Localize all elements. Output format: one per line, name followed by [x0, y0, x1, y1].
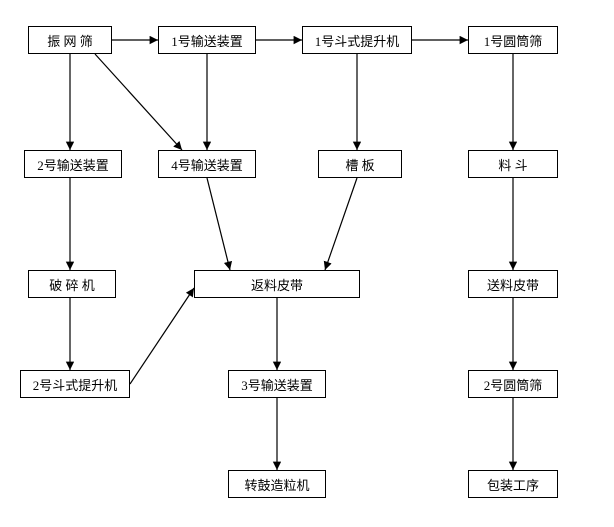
node-label: 1号斗式提升机 [315, 31, 400, 50]
node-label: 破 碎 机 [49, 275, 95, 294]
node-label: 1号输送装置 [171, 31, 243, 50]
edges-layer [0, 0, 614, 527]
node-label: 槽 板 [345, 155, 374, 174]
node-label: 返料皮带 [251, 275, 303, 294]
flowchart-edge [325, 178, 357, 270]
node-label: 2号圆筒筛 [484, 375, 543, 394]
node-label: 振 网 筛 [47, 31, 93, 50]
flowchart-node: 2号斗式提升机 [20, 370, 130, 398]
flowchart-node: 2号输送装置 [24, 150, 122, 178]
flowchart-node: 2号圆筒筛 [468, 370, 558, 398]
flowchart-node: 料 斗 [468, 150, 558, 178]
flowchart-node: 1号输送装置 [158, 26, 256, 54]
node-label: 2号斗式提升机 [33, 375, 118, 394]
node-label: 2号输送装置 [37, 155, 109, 174]
flowchart-canvas: 振 网 筛 1号输送装置 1号斗式提升机 1号圆筒筛 2号输送装置 4号输送装置 槽 板 料 … [0, 0, 614, 527]
node-label: 送料皮带 [487, 275, 539, 294]
flowchart-node: 转鼓造粒机 [228, 470, 326, 498]
flowchart-node: 包装工序 [468, 470, 558, 498]
flowchart-node: 4号输送装置 [158, 150, 256, 178]
node-label: 1号圆筒筛 [484, 31, 543, 50]
flowchart-edge [207, 178, 230, 270]
node-label: 料 斗 [498, 155, 527, 174]
flowchart-node: 破 碎 机 [28, 270, 116, 298]
flowchart-node: 1号斗式提升机 [302, 26, 412, 54]
flowchart-node: 振 网 筛 [28, 26, 112, 54]
flowchart-edge [130, 288, 194, 384]
flowchart-node: 3号输送装置 [228, 370, 326, 398]
node-label: 3号输送装置 [241, 375, 313, 394]
flowchart-node: 送料皮带 [468, 270, 558, 298]
flowchart-node: 返料皮带 [194, 270, 360, 298]
node-label: 转鼓造粒机 [244, 475, 309, 494]
flowchart-node: 1号圆筒筛 [468, 26, 558, 54]
flowchart-edge [95, 54, 182, 150]
flowchart-node: 槽 板 [318, 150, 402, 178]
node-label: 4号输送装置 [171, 155, 243, 174]
node-label: 包装工序 [487, 475, 539, 494]
